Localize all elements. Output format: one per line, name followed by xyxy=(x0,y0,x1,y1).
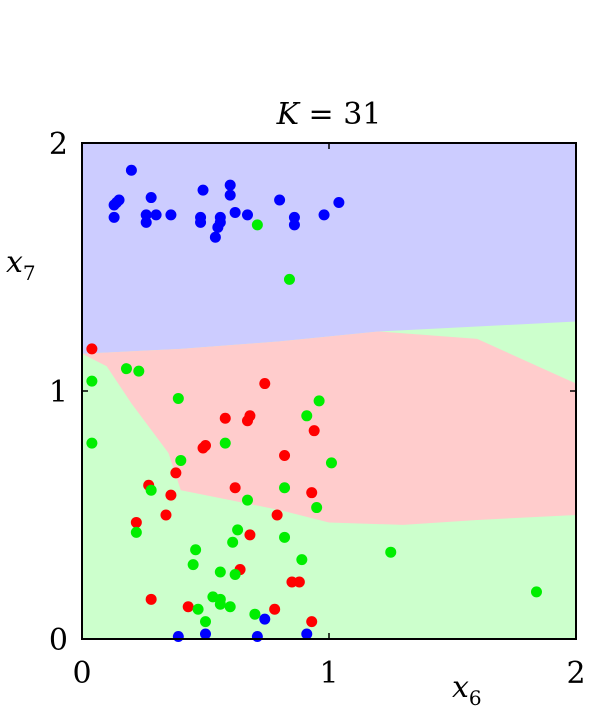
point-red-16 xyxy=(131,517,142,528)
y-tick-label-0: 0 xyxy=(49,623,68,658)
point-green-15 xyxy=(311,502,322,513)
point-blue-4 xyxy=(109,212,120,223)
point-green-10 xyxy=(175,455,186,466)
point-green-21 xyxy=(385,547,396,558)
point-green-5 xyxy=(173,393,184,404)
point-blue-9 xyxy=(165,209,176,220)
point-blue-0 xyxy=(126,165,137,176)
point-red-23 xyxy=(269,604,280,615)
point-red-4 xyxy=(244,410,255,421)
point-blue-5 xyxy=(146,192,157,203)
point-green-1 xyxy=(284,274,295,285)
point-green-0 xyxy=(252,219,263,230)
point-green-28 xyxy=(215,599,226,610)
point-green-22 xyxy=(296,554,307,565)
point-green-13 xyxy=(279,482,290,493)
point-green-33 xyxy=(531,586,542,597)
point-blue-26 xyxy=(173,631,184,642)
point-red-13 xyxy=(306,487,317,498)
point-red-0 xyxy=(86,343,97,354)
point-green-29 xyxy=(225,601,236,612)
point-green-11 xyxy=(326,457,337,468)
point-green-6 xyxy=(314,395,325,406)
point-red-17 xyxy=(244,529,255,540)
point-blue-27 xyxy=(200,629,211,640)
point-red-20 xyxy=(294,576,305,587)
point-green-32 xyxy=(249,609,260,620)
point-blue-7 xyxy=(141,217,152,228)
point-green-12 xyxy=(146,485,157,496)
point-blue-17 xyxy=(210,232,221,243)
point-blue-20 xyxy=(242,209,253,220)
point-blue-19 xyxy=(230,207,241,218)
y-tick-label-2: 2 xyxy=(49,127,68,162)
point-red-7 xyxy=(309,425,320,436)
point-red-6 xyxy=(198,443,209,454)
point-blue-23 xyxy=(289,219,300,230)
x-tick-label-1: 1 xyxy=(319,656,338,691)
title-variable: K xyxy=(276,97,301,132)
point-red-21 xyxy=(146,594,157,605)
point-red-14 xyxy=(160,510,171,521)
point-green-9 xyxy=(86,438,97,449)
point-green-16 xyxy=(232,524,243,535)
point-blue-25 xyxy=(333,197,344,208)
point-red-8 xyxy=(279,450,290,461)
x-tick-label-2: 2 xyxy=(566,656,585,691)
point-green-18 xyxy=(227,537,238,548)
point-blue-21 xyxy=(274,195,285,206)
title-value: = 31 xyxy=(299,97,381,132)
y-axis-label-sub: 7 xyxy=(23,261,36,285)
point-red-22 xyxy=(183,601,194,612)
point-blue-30 xyxy=(301,629,312,640)
point-blue-11 xyxy=(225,180,236,191)
point-green-7 xyxy=(301,410,312,421)
point-green-17 xyxy=(131,527,142,538)
point-blue-24 xyxy=(319,209,330,220)
point-green-19 xyxy=(279,532,290,543)
point-green-8 xyxy=(220,438,231,449)
point-green-23 xyxy=(188,559,199,570)
point-red-24 xyxy=(306,616,317,627)
point-green-14 xyxy=(242,495,253,506)
point-blue-28 xyxy=(252,631,263,642)
y-tick-label-1: 1 xyxy=(49,375,68,410)
point-green-2 xyxy=(86,376,97,387)
point-green-25 xyxy=(230,569,241,580)
point-green-20 xyxy=(190,544,201,555)
point-blue-14 xyxy=(195,217,206,228)
x-tick-label-0: 0 xyxy=(72,656,91,691)
point-green-30 xyxy=(193,604,204,615)
point-blue-18 xyxy=(215,212,226,223)
point-blue-8 xyxy=(151,209,162,220)
point-green-31 xyxy=(200,616,211,627)
point-red-11 xyxy=(230,482,241,493)
y-axis-label: x7 xyxy=(6,245,36,285)
point-blue-16 xyxy=(212,222,223,233)
point-green-3 xyxy=(121,363,132,374)
point-red-12 xyxy=(165,490,176,501)
point-blue-12 xyxy=(225,190,236,201)
x-axis-label-sub: 6 xyxy=(469,686,482,710)
chart-title: K = 31 xyxy=(276,97,382,132)
y-axis-label-base: x xyxy=(6,245,23,280)
point-blue-29 xyxy=(259,614,270,625)
point-blue-3 xyxy=(114,195,125,206)
point-green-24 xyxy=(215,567,226,578)
x-axis-label-base: x xyxy=(452,670,469,705)
point-green-4 xyxy=(133,366,144,377)
point-red-1 xyxy=(259,378,270,389)
region-blue xyxy=(82,143,576,354)
point-red-2 xyxy=(220,413,231,424)
point-red-15 xyxy=(272,510,283,521)
point-red-9 xyxy=(170,467,181,478)
x-axis-label: x6 xyxy=(452,670,482,710)
point-blue-10 xyxy=(198,185,209,196)
